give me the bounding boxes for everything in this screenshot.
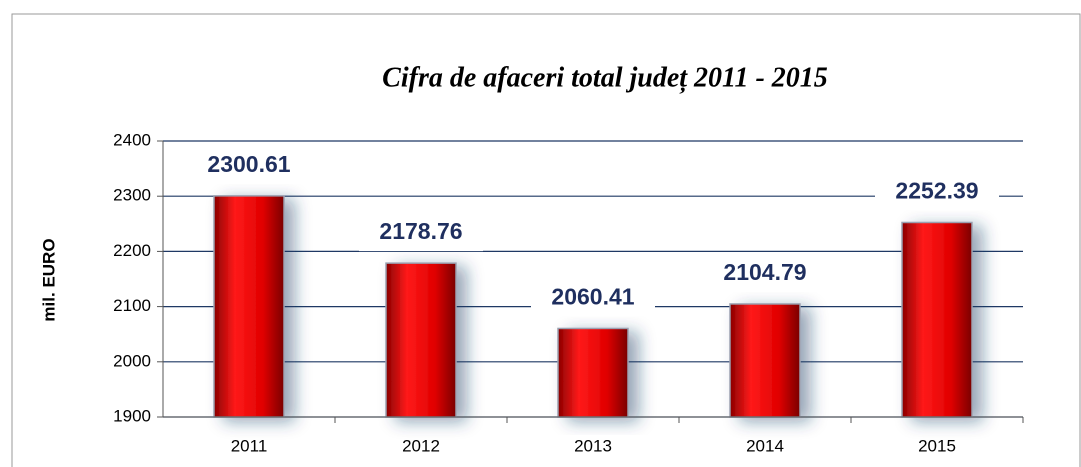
bar xyxy=(729,303,801,418)
x-tick-label: 2014 xyxy=(746,436,784,455)
x-tick-label: 2013 xyxy=(574,436,612,455)
value-label-bg xyxy=(359,215,483,252)
value-label: 2178.76 xyxy=(379,218,462,244)
value-label: 2300.61 xyxy=(207,151,290,177)
value-label: 2060.41 xyxy=(551,284,634,310)
value-label-bg xyxy=(531,280,655,317)
y-tick-label: 2100 xyxy=(113,296,151,315)
value-label: 2104.79 xyxy=(723,259,806,285)
y-tick-label: 1900 xyxy=(113,406,151,425)
y-tick-label: 2000 xyxy=(113,351,151,370)
bar xyxy=(557,327,629,418)
bar xyxy=(385,262,457,418)
bar xyxy=(213,195,285,418)
bar xyxy=(901,221,973,418)
x-tick-label: 2012 xyxy=(402,436,440,455)
value-label-bg xyxy=(703,255,827,292)
y-tick-label: 2200 xyxy=(113,241,151,260)
y-tick-label: 2400 xyxy=(113,130,151,149)
value-label-bg xyxy=(187,147,311,184)
value-label-bg xyxy=(875,174,999,211)
x-tick-label: 2015 xyxy=(918,436,956,455)
x-tick-label: 2011 xyxy=(231,436,268,455)
value-label: 2252.39 xyxy=(895,178,978,204)
chart-title: Cifra de afaceri total județ 2011 - 2015 xyxy=(382,62,828,93)
y-tick-label: 2300 xyxy=(113,186,151,205)
y-axis-label: mil. EURO xyxy=(39,238,58,321)
